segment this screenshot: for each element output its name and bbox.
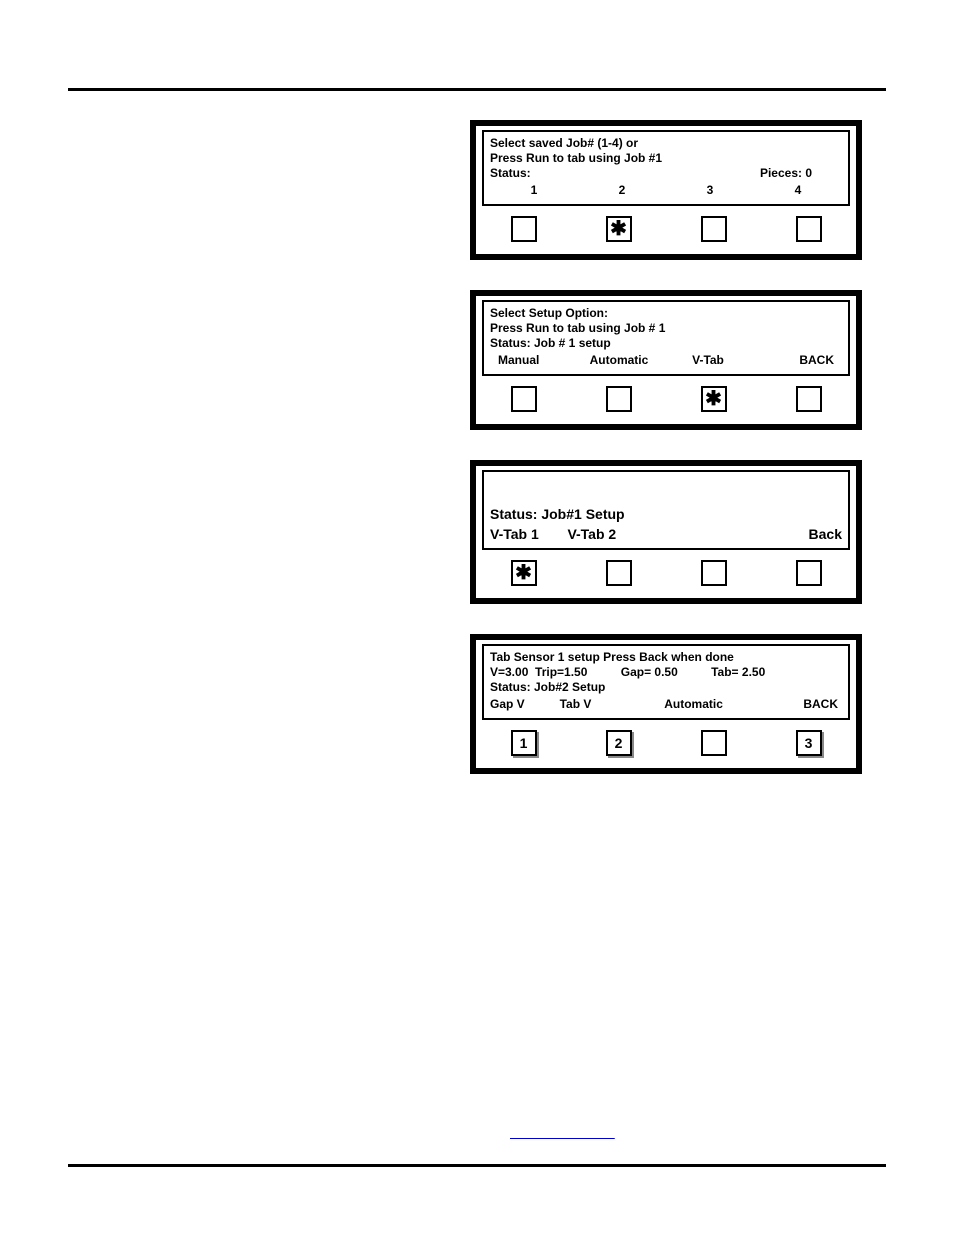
panel1-btn-3[interactable] (701, 216, 727, 242)
panel2-display: Select Setup Option: Press Run to tab us… (482, 300, 850, 376)
panel2-btn-automatic[interactable] (606, 386, 632, 412)
panel4-options-row: Gap V Tab V Automatic BACK (490, 697, 842, 711)
panel3-opt-vtab1: V-Tab 1 (490, 526, 567, 542)
panel1-opt-3: 3 (666, 183, 754, 197)
asterisk-icon: ✱ (705, 389, 722, 409)
panel4-btn-3[interactable] (701, 730, 727, 756)
panel1-opt-4: 4 (754, 183, 842, 197)
panel1-buttons-row: ✱ (476, 206, 856, 254)
panel2-line3: Status: Job # 1 setup (490, 336, 842, 351)
page-container: Select saved Job# (1-4) or Press Run to … (0, 0, 954, 1235)
panel4-line3: Status: Job#2 Setup (490, 680, 842, 695)
panel2-opt-manual: Manual (490, 353, 572, 367)
panel4-line1: Tab Sensor 1 setup Press Back when done (490, 650, 842, 665)
panel1-line1: Select saved Job# (1-4) or (490, 136, 842, 151)
panel3-btn-vtab1[interactable]: ✱ (511, 560, 537, 586)
screens-column: Select saved Job# (1-4) or Press Run to … (470, 120, 870, 804)
panel4-display: Tab Sensor 1 setup Press Back when done … (482, 644, 850, 720)
hyperlink-underline[interactable] (510, 1125, 615, 1140)
panel1-btn-4[interactable] (796, 216, 822, 242)
panel3-btn-empty[interactable] (701, 560, 727, 586)
panel4-btn-2[interactable]: 2 (606, 730, 632, 756)
panel3-opt-empty (655, 526, 754, 542)
panel1-options-row: 1 2 3 4 (490, 183, 842, 197)
panel2-btn-back[interactable] (796, 386, 822, 412)
panel4-line2: V=3.00 Trip=1.50 Gap= 0.50 Tab= 2.50 (490, 665, 842, 680)
asterisk-icon: ✱ (610, 219, 627, 239)
panel-vtab-select: Status: Job#1 Setup V-Tab 1 V-Tab 2 Back… (470, 460, 862, 604)
panel-job-select: Select saved Job# (1-4) or Press Run to … (470, 120, 862, 260)
panel4-btn-4[interactable]: 3 (796, 730, 822, 756)
panel3-opt-back: Back (754, 526, 842, 542)
panel4-opt-automatic: Automatic (636, 697, 751, 711)
panel3-opt-vtab2: V-Tab 2 (567, 526, 655, 542)
panel3-buttons-row: ✱ (476, 550, 856, 598)
panel2-buttons-row: ✱ (476, 376, 856, 424)
rule-bottom (68, 1164, 886, 1167)
panel-tab-sensor: Tab Sensor 1 setup Press Back when done … (470, 634, 862, 774)
panel2-opt-automatic: Automatic (572, 353, 666, 367)
asterisk-icon: ✱ (515, 563, 532, 583)
rule-top (68, 88, 886, 91)
panel4-buttons-row: 1 2 3 (476, 720, 856, 768)
panel1-btn-2[interactable]: ✱ (606, 216, 632, 242)
panel2-btn-manual[interactable] (511, 386, 537, 412)
panel3-btn-back[interactable] (796, 560, 822, 586)
panel1-opt-1: 1 (490, 183, 578, 197)
panel4-opt-tabv: Tab V (560, 697, 637, 711)
panel2-opt-back: BACK (750, 353, 842, 367)
panel1-pieces-label: Pieces: 0 (760, 166, 812, 181)
panel2-opt-vtab: V-Tab (666, 353, 750, 367)
panel2-options-row: Manual Automatic V-Tab BACK (490, 353, 842, 367)
panel2-btn-vtab[interactable]: ✱ (701, 386, 727, 412)
panel1-display: Select saved Job# (1-4) or Press Run to … (482, 130, 850, 206)
panel4-opt-back: BACK (751, 697, 842, 711)
panel-setup-option: Select Setup Option: Press Run to tab us… (470, 290, 862, 430)
panel1-status-row: Status: Pieces: 0 (490, 166, 842, 181)
panel3-display: Status: Job#1 Setup V-Tab 1 V-Tab 2 Back (482, 470, 850, 550)
panel2-line1: Select Setup Option: (490, 306, 842, 321)
panel3-btn-vtab2[interactable] (606, 560, 632, 586)
panel3-line1: Status: Job#1 Setup (490, 506, 842, 524)
panel1-status-label: Status: (490, 166, 531, 181)
panel4-btn-1[interactable]: 1 (511, 730, 537, 756)
panel2-line2: Press Run to tab using Job # 1 (490, 321, 842, 336)
panel1-btn-1[interactable] (511, 216, 537, 242)
panel4-opt-gapv: Gap V (490, 697, 560, 711)
panel1-line2: Press Run to tab using Job #1 (490, 151, 842, 166)
panel1-opt-2: 2 (578, 183, 666, 197)
panel3-options-row: V-Tab 1 V-Tab 2 Back (490, 526, 842, 542)
